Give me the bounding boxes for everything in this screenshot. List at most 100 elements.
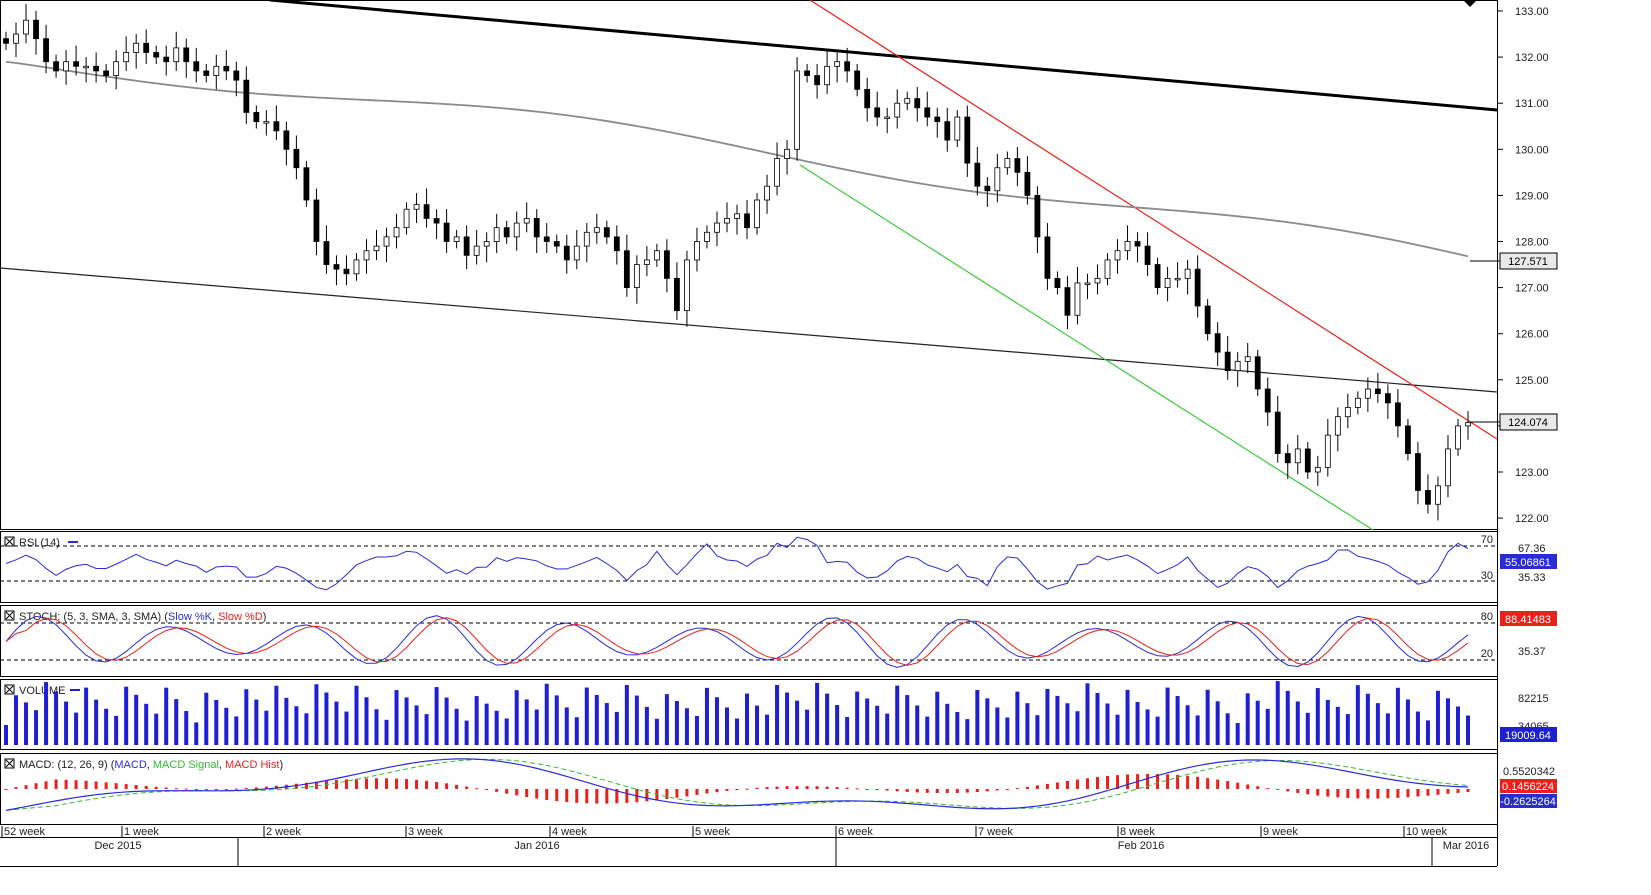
volume-bar <box>1466 715 1470 745</box>
volume-bar <box>1365 693 1370 745</box>
volume-bar <box>1175 696 1180 745</box>
candle-body <box>233 70 240 81</box>
candle-body <box>1374 388 1381 395</box>
candle-body <box>243 79 250 113</box>
volume-bar <box>554 695 559 745</box>
volume-bar <box>975 690 980 745</box>
candle-body <box>1334 416 1341 436</box>
candle-body <box>1004 158 1011 169</box>
volume-bar <box>945 703 950 745</box>
volume-bar <box>985 698 990 745</box>
rsi-panel-content: RSI (14) 70 30 67.36 35.33 55.06861 <box>0 534 1557 591</box>
candle-body <box>603 227 610 238</box>
volume-bar <box>334 701 339 745</box>
macd-hist-bar <box>134 785 138 789</box>
volume-bar <box>224 707 229 745</box>
volume-bar <box>74 712 79 745</box>
candle-body <box>714 222 720 233</box>
rsi-value-label: 55.06861 <box>1505 557 1551 569</box>
candle-body <box>1384 393 1391 404</box>
candle-body <box>463 236 470 256</box>
macd-hist-bar <box>354 778 358 789</box>
candle-body <box>1284 453 1291 464</box>
macd-hist-bar <box>174 788 178 790</box>
macd-hist-bar <box>1396 789 1400 798</box>
candle-body <box>1024 171 1031 196</box>
week-label: 6 week <box>838 826 873 838</box>
candle-body <box>1054 277 1061 289</box>
volume-bar <box>1315 688 1320 745</box>
candle-body <box>13 33 19 44</box>
macd-hist-bar <box>1095 777 1099 789</box>
volume-bar <box>314 684 319 745</box>
volume-bar <box>634 695 639 745</box>
candle-body <box>1104 259 1111 279</box>
month-label: Mar 2016 <box>1443 840 1489 852</box>
volume-bar <box>795 700 800 745</box>
macd-hist-bar <box>935 789 939 794</box>
macd-hist-bar <box>334 780 338 789</box>
macd-hist-bar <box>1406 789 1410 798</box>
volume-bar <box>234 716 239 745</box>
stoch-level-20-label: 20 <box>1481 648 1493 660</box>
candle-body <box>1134 241 1141 247</box>
volume-close-cross-icon <box>5 685 14 694</box>
volume-bar <box>1105 703 1110 745</box>
candle-body <box>934 116 941 123</box>
volume-bar <box>1305 712 1310 745</box>
macd-hist-bar <box>1015 788 1019 790</box>
candle-body <box>293 148 300 169</box>
volume-bar <box>194 722 199 745</box>
macd-hist-bar <box>495 789 499 792</box>
volume-bar <box>484 703 489 745</box>
candle-body <box>844 61 851 72</box>
macd-hist-bar <box>1166 774 1170 789</box>
rsi-title: RSI (14) <box>19 537 60 549</box>
volume-bar <box>244 689 249 745</box>
volume-bar <box>464 720 469 745</box>
candle-body <box>543 236 550 242</box>
candle-body <box>413 204 420 210</box>
macd-hist-bar <box>1156 774 1160 789</box>
volume-bar <box>344 711 349 745</box>
macd-hist-bar <box>194 788 198 790</box>
volume-bar <box>1115 714 1120 745</box>
volume-bar <box>995 707 1000 745</box>
candle-body <box>213 65 220 76</box>
candle-body <box>764 185 770 201</box>
volume-bar <box>724 707 729 745</box>
ma200-line <box>5 60 1469 258</box>
candle-body <box>423 204 430 219</box>
macd-hist-bar <box>1055 782 1059 789</box>
macd-hist-bar <box>1085 778 1089 789</box>
candle-body <box>1364 388 1371 399</box>
macd-hist-bar <box>425 780 429 789</box>
candle-body <box>1164 277 1171 289</box>
volume-bar <box>845 716 850 745</box>
macd-hist-bar <box>575 789 579 803</box>
candle-body <box>874 107 881 118</box>
panel-frames <box>0 0 1498 867</box>
volume-bar <box>1095 692 1100 745</box>
volume-bar <box>1125 689 1130 745</box>
volume-bar <box>384 719 389 745</box>
trend-lines <box>0 0 1498 531</box>
candle-body <box>283 130 290 150</box>
volume-bar <box>1205 689 1210 745</box>
price-tick-label: 123.00 <box>1515 467 1549 479</box>
stoch-value-tag <box>1500 611 1557 626</box>
macd-hist-bar <box>1466 789 1470 793</box>
volume-bar <box>805 709 810 745</box>
volume-bar <box>1225 713 1230 745</box>
macd-line <box>5 758 1469 811</box>
candle-body <box>323 241 330 265</box>
macd-hist-bar <box>895 789 899 792</box>
candle-body <box>794 70 800 150</box>
macd-hist-bar <box>1286 789 1290 792</box>
macd-hist-bar <box>1146 773 1150 789</box>
candle-body <box>553 241 560 247</box>
candle-body <box>1244 356 1251 362</box>
month-label: Jan 2016 <box>514 840 559 852</box>
scroll-marker-icon[interactable] <box>1463 0 1477 7</box>
macd-hist-bar <box>755 787 759 789</box>
